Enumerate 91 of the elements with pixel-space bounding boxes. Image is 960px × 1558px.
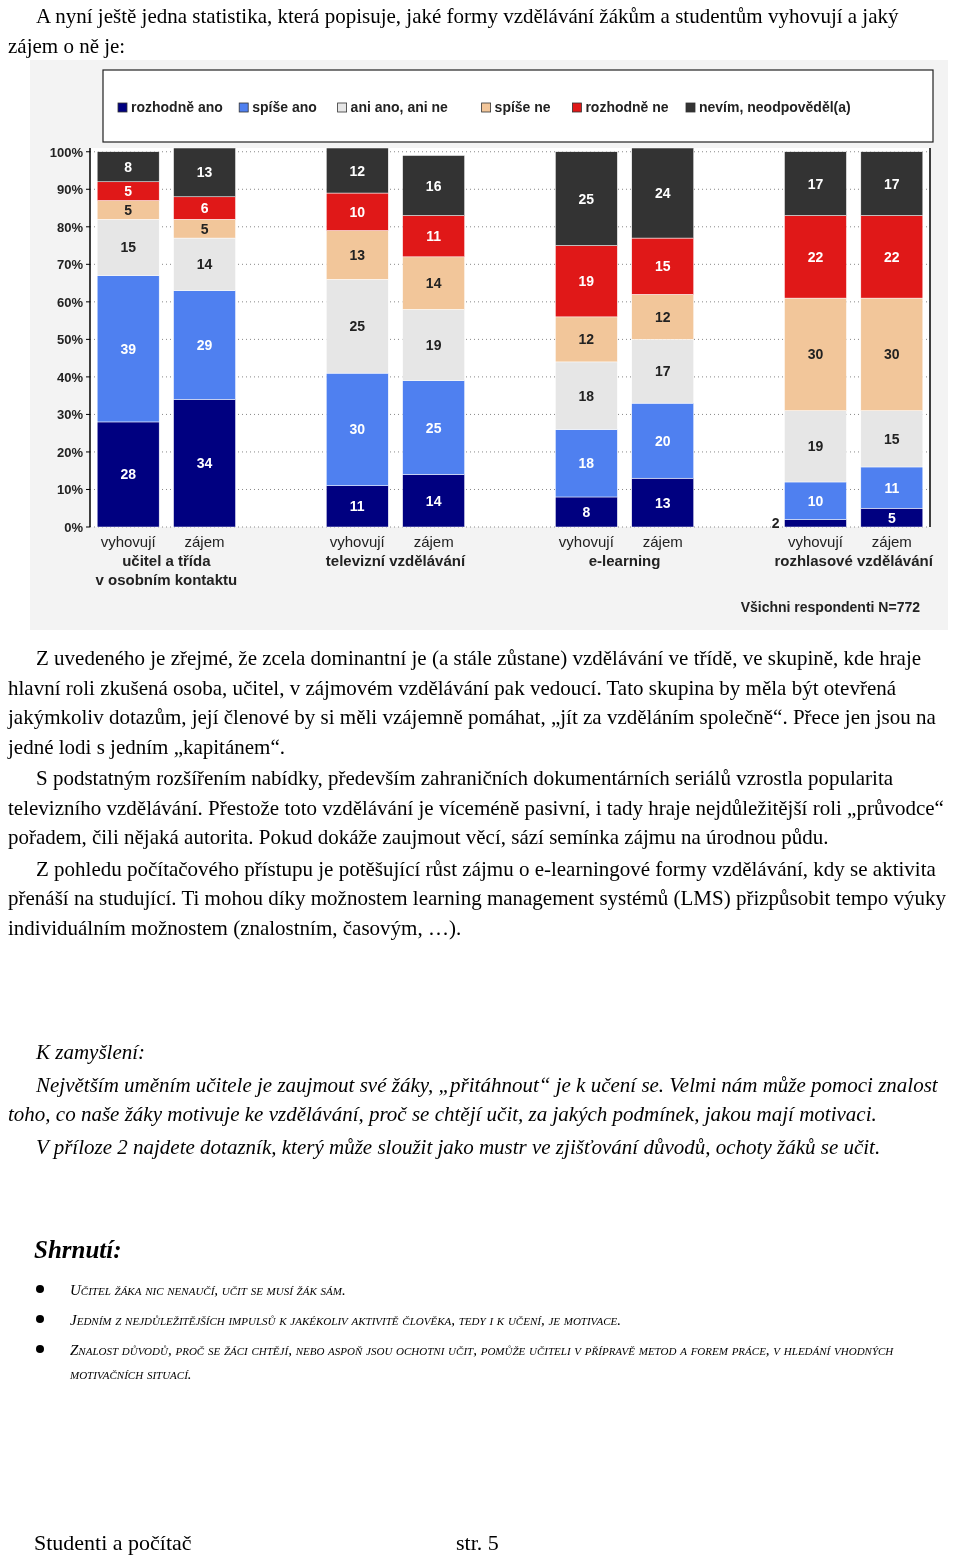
text: Shrnutí:	[34, 1236, 122, 1264]
data-label: 14	[196, 256, 213, 273]
data-label: 18	[578, 455, 595, 472]
x-tick-label: zájem	[871, 533, 912, 550]
text: K zamyšlení:	[35, 1039, 147, 1066]
chart-title: A nyní ještě jedna statistika, která popisuje, jaké formy vzdělávání žákům a studentům vyhovují a jaký zájem o ně je:	[8, 3, 900, 60]
y-tick-label: 20%	[56, 444, 84, 460]
data-label: 5	[124, 201, 133, 218]
y-tick-label: 50%	[56, 332, 84, 348]
text: str. 5	[456, 1530, 499, 1556]
data-label: 14	[425, 275, 442, 292]
x-tick-label: vyhovují	[558, 533, 615, 550]
data-label: 19	[578, 273, 595, 290]
data-label: 11	[426, 228, 442, 245]
text: televizní vzdělávání	[325, 552, 466, 569]
legend-label: nevím, neodpověděl(a)	[699, 99, 851, 115]
legend-label: spíše ne	[494, 99, 551, 115]
data-label: 15	[884, 430, 900, 447]
data-label: 14	[425, 492, 442, 509]
y-tick-label: 0%	[64, 520, 84, 535]
y-tick-label: 100%	[49, 144, 84, 160]
data-label: 10	[349, 203, 366, 220]
data-label: 5	[887, 509, 896, 526]
data-label: 22	[884, 248, 900, 265]
data-label: 19	[425, 337, 442, 353]
y-tick-label: 30%	[56, 407, 84, 423]
x-tick-label: zájem	[413, 533, 454, 550]
legend-label: ani ano, ani ne	[350, 99, 449, 115]
data-label: 16	[425, 177, 442, 194]
data-label: 29	[196, 337, 213, 353]
y-tick-label: 40%	[56, 369, 84, 385]
text: učitel a třída v osobním kontaktu	[95, 552, 238, 588]
data-label: 11	[884, 479, 900, 496]
x-tick-label: zájem	[642, 533, 683, 550]
data-label: 12	[654, 308, 671, 325]
x-tick-label: zájem	[184, 533, 225, 550]
data-label: 12	[349, 162, 366, 179]
data-label: 10	[807, 492, 824, 509]
data-label: 12	[578, 331, 595, 348]
data-label: 2	[771, 515, 780, 532]
data-label: 30	[884, 346, 900, 363]
data-label: 18	[578, 387, 595, 404]
text: Z pohledu počítačového přístupu je potěšující růst zájmu o e-learningové formy vzdělávání, kdy se aktivita přenáší na studující. Ti mohou díky možnostem learning management systémů (LMS) přizpůsobit tempo výuky individuálním možnostem (znalostním, časovým, …).	[8, 855, 947, 942]
data-label: 34	[196, 455, 213, 472]
y-tick-label: 10%	[56, 482, 84, 498]
y-tick-label: 70%	[56, 257, 84, 273]
data-label: 20	[654, 432, 671, 449]
data-label: 15	[120, 239, 137, 256]
data-label: 13	[196, 164, 213, 181]
data-label: 17	[884, 175, 900, 192]
x-tick-label: vyhovují	[787, 533, 844, 550]
text: Učitel žáka nic nenaučí, učit se musí žák sám.	[70, 1281, 346, 1300]
data-label: 28	[120, 466, 137, 483]
data-label: 30	[807, 346, 824, 363]
data-label: 8	[124, 158, 133, 175]
data-label: 13	[349, 246, 366, 263]
text: Znalost důvodů, proč se žáci chtějí, nebo aspoň jsou ochotni učit, pomůže učiteli v přípravě metod a forem práce, v hledání vhodných motivačních situací.	[70, 1341, 895, 1384]
data-label: 11	[349, 498, 365, 515]
data-label: 17	[807, 175, 824, 192]
text: Všichni respondenti N=772	[740, 599, 921, 615]
legend-label: spíše ano	[252, 99, 317, 115]
text: e-learning	[588, 552, 661, 569]
legend-label: rozhodně ano	[131, 99, 223, 115]
x-tick-label: vyhovují	[100, 533, 157, 550]
text: rozhlasové vzdělávání	[774, 552, 934, 569]
data-label: 30	[349, 421, 366, 438]
y-tick-label: 90%	[56, 182, 84, 198]
text: Jedním z nejdůležitějších impulsů k jakékoliv aktivitě člověka, tedy i k učení, je motivace.	[70, 1311, 622, 1330]
y-tick-label: 80%	[56, 219, 84, 235]
x-tick-label: vyhovují	[329, 533, 386, 550]
data-label: 39	[120, 340, 137, 357]
data-label: 25	[349, 318, 366, 335]
data-label: 5	[124, 183, 133, 200]
text: Studenti a počítač	[34, 1530, 192, 1556]
data-label: 19	[807, 438, 824, 455]
legend-label: rozhodně ne	[585, 99, 669, 115]
data-label: 13	[654, 494, 671, 511]
data-label: 25	[425, 419, 442, 436]
data-label: 25	[578, 190, 595, 207]
data-label: 24	[654, 185, 671, 202]
y-tick-label: 60%	[56, 294, 84, 310]
data-label: 8	[582, 503, 591, 520]
text: S podstatným rozšířením nabídky, především zahraničních dokumentárních seriálů vzrostla popularita televizního vzdělávání. Přestože toto vzdělávání je víceméně pasivní, i tady hraje nejdůležitější roli „průvodce“ pořadem, čili nějaká autorita. Pokud dokáže zaujmout věcí, sází semínka zájmu na úrodnou půdu.	[8, 765, 945, 851]
text: V příloze 2 najdete dotazník, který může sloužit jako mustr ve zjišťování důvodů, ochoty žáků se učit.	[35, 1133, 882, 1161]
text: Z uvedeného je zřejmé, že zcela dominantní je (a stále zůstane) vzdělávání ve třídě, ve skupině, kde hraje hlavní roli zkušená osoba, učitel, v zájmovém vzdělávání pak vedoucí. Tato skupina by měla být otevřená jakýmkoliv dotazům, její členové by si měli vzájemně pomáhat, „jít za vzděláním společně“. Přece jen jsou na jedné lodi s jedním „kapitánem“.	[8, 645, 937, 761]
data-label: 6	[200, 200, 209, 217]
data-label: 22	[807, 248, 824, 265]
text: Největším uměním učitele je zaujmout své žáky, „přitáhnout“ je k učení se. Velmi nám může pomoci znalost toho, co naše žáky motivuje ke vzdělávání, proč se chtějí učit, za jakých podmínek, jakou mají motivaci.	[8, 1071, 939, 1128]
data-label: 17	[654, 363, 671, 380]
data-label: 15	[654, 258, 671, 275]
data-label: 5	[200, 220, 209, 237]
